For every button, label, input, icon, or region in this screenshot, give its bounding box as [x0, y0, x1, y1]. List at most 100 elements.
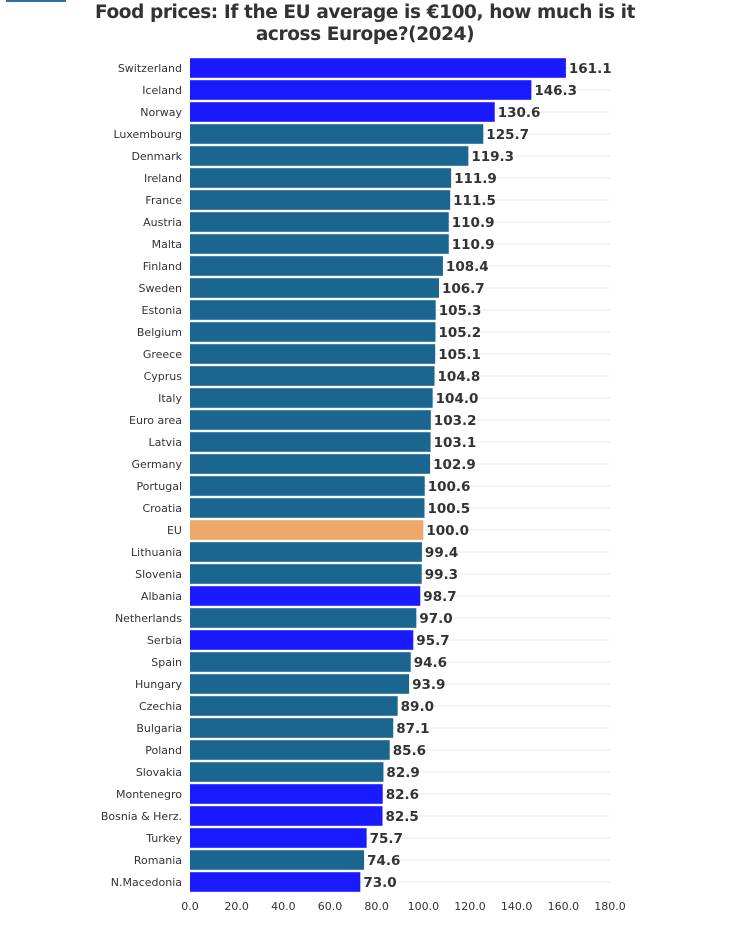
- bar: [190, 850, 365, 870]
- value-label: 99.4: [425, 545, 458, 561]
- bar: [190, 80, 532, 100]
- category-label: Albania: [141, 590, 182, 603]
- category-label: Cyprus: [144, 370, 183, 383]
- bar: [190, 630, 414, 650]
- value-label: 130.6: [498, 105, 541, 121]
- category-label: Spain: [151, 656, 182, 669]
- value-label: 94.6: [414, 655, 447, 671]
- x-tick-label: 60.0: [318, 900, 343, 913]
- value-label: 119.3: [471, 149, 514, 165]
- x-tick-label: 180.0: [594, 900, 626, 913]
- category-label: Lithuania: [131, 546, 182, 559]
- category-label: Romania: [134, 854, 182, 867]
- category-label: Switzerland: [118, 62, 182, 75]
- value-label: 103.1: [434, 435, 477, 451]
- chart-title-line-1: Food prices: If the EU average is €100, …: [94, 2, 636, 23]
- value-label: 74.6: [367, 853, 400, 869]
- category-label: Austria: [143, 216, 182, 229]
- value-label: 100.0: [426, 523, 469, 539]
- category-label: Portugal: [136, 480, 182, 493]
- x-tick-label: 20.0: [224, 900, 249, 913]
- bar: [190, 256, 443, 276]
- category-label: Estonia: [142, 304, 183, 317]
- bar: [190, 674, 410, 694]
- bar: [190, 652, 411, 672]
- category-label: Iceland: [142, 84, 182, 97]
- bar: [190, 520, 424, 540]
- bar: [190, 234, 449, 254]
- value-label: 104.8: [438, 369, 481, 385]
- category-label: Greece: [143, 348, 182, 361]
- value-label: 85.6: [393, 743, 426, 759]
- value-label: 110.9: [452, 237, 495, 253]
- value-labels: 161.1 146.3 130.6 125.7 119.3 111.9 111.5 110.9…: [363, 61, 611, 891]
- value-label: 111.5: [453, 193, 496, 209]
- value-label: 161.1: [569, 61, 612, 77]
- x-tick-label: 100.0: [408, 900, 440, 913]
- category-label: Norway: [140, 106, 182, 119]
- category-label: Bulgaria: [136, 722, 182, 735]
- category-label: Luxembourg: [113, 128, 182, 141]
- value-label: 110.9: [452, 215, 495, 231]
- bar: [190, 344, 436, 364]
- value-label: 105.1: [438, 347, 481, 363]
- x-tick-label: 0.0: [181, 900, 199, 913]
- value-label: 100.5: [428, 501, 471, 517]
- x-tick-label: 80.0: [364, 900, 389, 913]
- bar: [190, 322, 436, 342]
- bar: [190, 784, 383, 804]
- category-labels: Switzerland Iceland Norway Luxembourg Denmar…: [101, 62, 183, 889]
- value-label: 97.0: [419, 611, 452, 627]
- category-label: Malta: [152, 238, 182, 251]
- category-label: Serbia: [147, 634, 182, 647]
- category-label: Germany: [131, 458, 182, 471]
- category-label: Croatia: [142, 502, 182, 515]
- bar: [190, 410, 431, 430]
- chart-title: Food prices: If the EU average is €100, …: [0, 0, 730, 46]
- category-label: Hungary: [135, 678, 182, 691]
- bar: [190, 762, 384, 782]
- category-label: EU: [167, 524, 182, 537]
- x-tick-label: 120.0: [454, 900, 486, 913]
- bar: [190, 828, 367, 848]
- value-label: 87.1: [396, 721, 429, 737]
- value-label: 108.4: [446, 259, 489, 275]
- bar: [190, 124, 484, 144]
- bar: [190, 718, 394, 738]
- bar: [190, 564, 422, 584]
- bar: [190, 190, 451, 210]
- bar: [190, 300, 436, 320]
- value-label: 100.6: [428, 479, 471, 495]
- x-axis-ticks: 0.0 20.0 40.0 60.0 80.0 100.0 120.0 140.0 160.0 1…: [181, 900, 626, 913]
- category-label: Euro area: [129, 414, 182, 427]
- category-label: Finland: [143, 260, 182, 273]
- chart-title-line-2: across Europe?(2024): [255, 24, 475, 45]
- value-label: 103.2: [434, 413, 477, 429]
- bar: [190, 586, 421, 606]
- category-label: Czechia: [139, 700, 182, 713]
- category-label: Slovenia: [135, 568, 182, 581]
- category-label: Belgium: [137, 326, 182, 339]
- bar: [190, 498, 425, 518]
- value-label: 106.7: [442, 281, 485, 297]
- bar: [190, 476, 425, 496]
- value-label: 104.0: [436, 391, 479, 407]
- value-label: 105.2: [438, 325, 481, 341]
- gridlines: [190, 67, 610, 883]
- value-label: 102.9: [433, 457, 476, 473]
- value-label: 98.7: [423, 589, 456, 605]
- bar: [190, 278, 439, 298]
- category-label: Italy: [158, 392, 182, 405]
- value-label: 146.3: [534, 83, 577, 99]
- bar: [190, 740, 390, 760]
- bar: [190, 696, 398, 716]
- category-label: Montenegro: [116, 788, 182, 801]
- category-label: N.Macedonia: [111, 876, 182, 889]
- bar: [190, 146, 469, 166]
- bar: [190, 806, 383, 826]
- value-label: 82.9: [386, 765, 419, 781]
- category-label: Netherlands: [115, 612, 182, 625]
- value-label: 99.3: [425, 567, 458, 583]
- value-label: 105.3: [439, 303, 482, 319]
